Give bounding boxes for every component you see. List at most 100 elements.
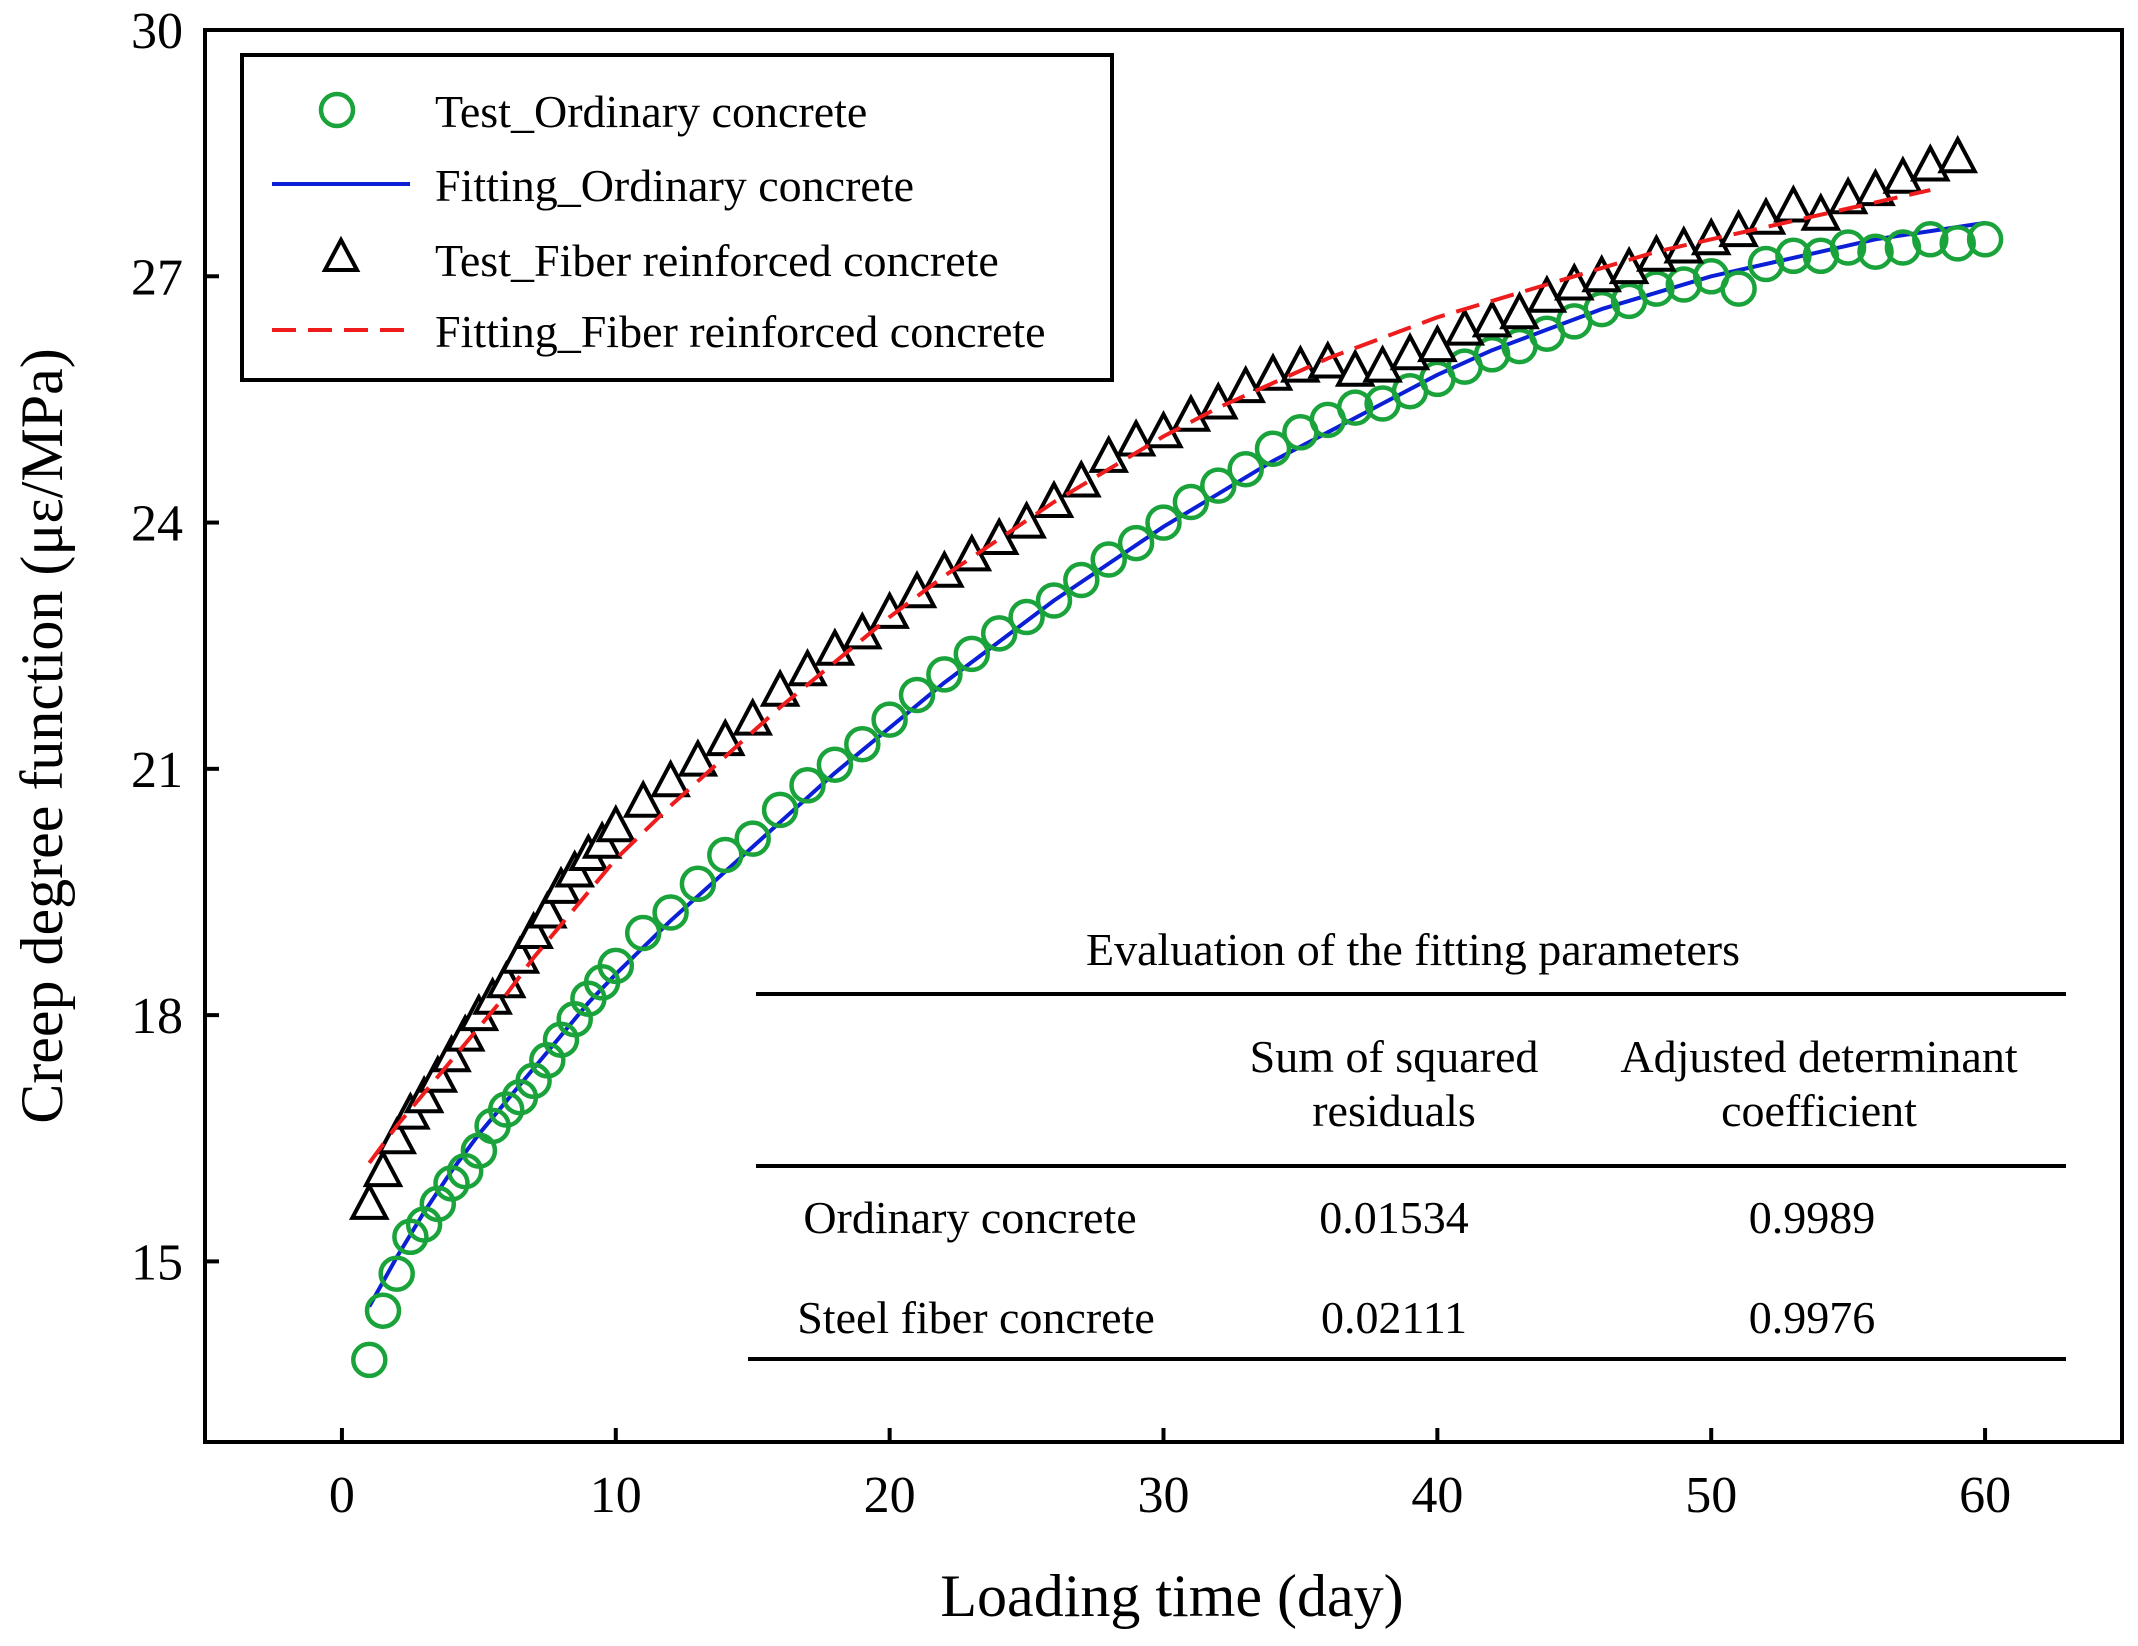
data-point-circle [624, 914, 662, 952]
data-point-triangle [1362, 344, 1403, 383]
x-tick-label: 20 [864, 1467, 916, 1524]
data-point-circle [953, 635, 991, 673]
data-point-triangle [595, 804, 637, 843]
legend-marker-circle [318, 91, 356, 129]
data-point-circle [1336, 389, 1374, 426]
legend: Test_Ordinary concrete Fitting_Ordinary … [240, 53, 1114, 382]
data-point-circle [1857, 233, 1894, 270]
row-steel-adjr2: 0.9976 [1749, 1292, 1876, 1343]
data-point-triangle [1225, 364, 1267, 404]
legend-label-fit-ordinary: Fitting_Ordinary concrete [435, 160, 914, 211]
data-point-circle [871, 701, 908, 738]
row-ordinary-adjr2: 0.9989 [1749, 1192, 1876, 1243]
data-point-triangle [1526, 274, 1568, 313]
x-tick-label: 30 [1138, 1467, 1190, 1524]
legend-label-fit-fiber: Fitting_Fiber reinforced concrete [435, 306, 1046, 357]
data-point-circle [1172, 483, 1210, 521]
y-tick-label: 15 [131, 1234, 183, 1291]
data-point-circle [844, 725, 881, 763]
data-point-triangle [1060, 459, 1102, 498]
data-point-circle [1720, 270, 1757, 307]
data-point-circle [679, 865, 717, 903]
data-point-triangle [362, 1148, 404, 1188]
data-point-circle [1200, 467, 1237, 504]
data-point-circle [1254, 430, 1292, 467]
data-point-triangle [348, 1181, 390, 1220]
data-point-circle [707, 836, 744, 874]
y-tick-label: 21 [131, 742, 183, 799]
row-ordinary-ssr: 0.01534 [1319, 1192, 1469, 1243]
data-point-circle [980, 615, 1018, 652]
data-point-circle [1117, 524, 1155, 562]
data-point-triangle [650, 758, 691, 798]
x-tick-label: 0 [329, 1467, 355, 1524]
data-point-circle [351, 1341, 388, 1379]
data-point-triangle [1718, 208, 1759, 248]
fit-ordinary-layer [367, 220, 1986, 1308]
data-point-circle [1966, 221, 2004, 258]
data-point-circle [1829, 229, 1867, 266]
header-adjr2-line2: coefficient [1721, 1085, 1917, 1136]
data-point-triangle [1608, 245, 1650, 285]
y-axis: 15 18 21 24 27 30 [131, 3, 219, 1291]
row-steel-ssr: 0.02111 [1321, 1292, 1467, 1343]
fit-fiber-layer [367, 188, 1931, 1165]
data-point-triangle [431, 1033, 472, 1073]
data-point-circle [378, 1255, 415, 1292]
header-adjr2-line1: Adjusted determinant [1620, 1031, 2018, 1082]
data-point-circle [898, 676, 936, 714]
row-ordinary-name: Ordinary concrete [803, 1192, 1136, 1243]
data-point-circle [1227, 450, 1264, 488]
y-tick-label: 27 [131, 249, 183, 306]
data-point-circle [1063, 561, 1100, 599]
data-point-circle [652, 894, 689, 931]
y-tick-label: 24 [131, 496, 183, 553]
x-axis: 0 10 20 30 40 50 60 [329, 1428, 2011, 1524]
x-tick-label: 40 [1411, 1467, 1463, 1524]
x-axis-title: Loading time (day) [940, 1563, 1403, 1629]
data-point-triangle [1170, 393, 1212, 432]
y-axis-title: Creep degree function (με/MPa) [9, 348, 75, 1123]
header-ssr-line1: Sum of squared [1250, 1031, 1539, 1082]
data-point-triangle [376, 1116, 418, 1155]
test-fiber-layer [348, 134, 1979, 1220]
x-tick-label: 10 [590, 1467, 642, 1524]
data-point-triangle [622, 779, 664, 818]
data-point-triangle [1334, 348, 1376, 387]
data-point-circle [926, 656, 963, 693]
data-point-circle [1090, 541, 1127, 578]
data-point-triangle [677, 738, 719, 777]
data-point-circle [1638, 270, 1675, 307]
data-point-circle [597, 947, 635, 985]
legend-marker-triangle [321, 235, 361, 272]
y-tick-label: 30 [131, 3, 183, 60]
data-point-circle [789, 767, 826, 804]
data-point-circle [1775, 237, 1812, 275]
data-point-circle [1939, 225, 1976, 262]
data-point-circle [1912, 221, 1949, 258]
data-point-circle [1145, 504, 1182, 541]
data-point-circle [761, 791, 799, 829]
test-ordinary-layer [351, 221, 2004, 1379]
x-tick-label: 60 [1959, 1467, 2011, 1524]
data-point-triangle [526, 890, 568, 929]
legend-box [240, 53, 1114, 382]
data-point-circle [816, 746, 854, 783]
data-point-triangle [1773, 184, 1814, 223]
x-tick-label: 50 [1685, 1467, 1737, 1524]
legend-label-test-ordinary: Test_Ordinary concrete [435, 86, 867, 137]
row-steel-name: Steel fiber concrete [797, 1292, 1155, 1343]
data-point-circle [364, 1292, 402, 1329]
data-point-circle [1008, 598, 1045, 636]
series-line [367, 188, 1931, 1165]
series-line [367, 220, 1986, 1308]
data-point-triangle [513, 910, 554, 949]
y-tick-label: 18 [131, 988, 183, 1045]
evaluation-table: Evaluation of the fitting parameters Sum… [748, 924, 2066, 1361]
header-ssr-line2: residuals [1312, 1085, 1476, 1136]
table-title: Evaluation of the fitting parameters [1086, 924, 1740, 975]
data-point-circle [734, 820, 771, 857]
data-point-triangle [1882, 155, 1924, 194]
legend-label-test-fiber: Test_Fiber reinforced concrete [435, 235, 999, 286]
